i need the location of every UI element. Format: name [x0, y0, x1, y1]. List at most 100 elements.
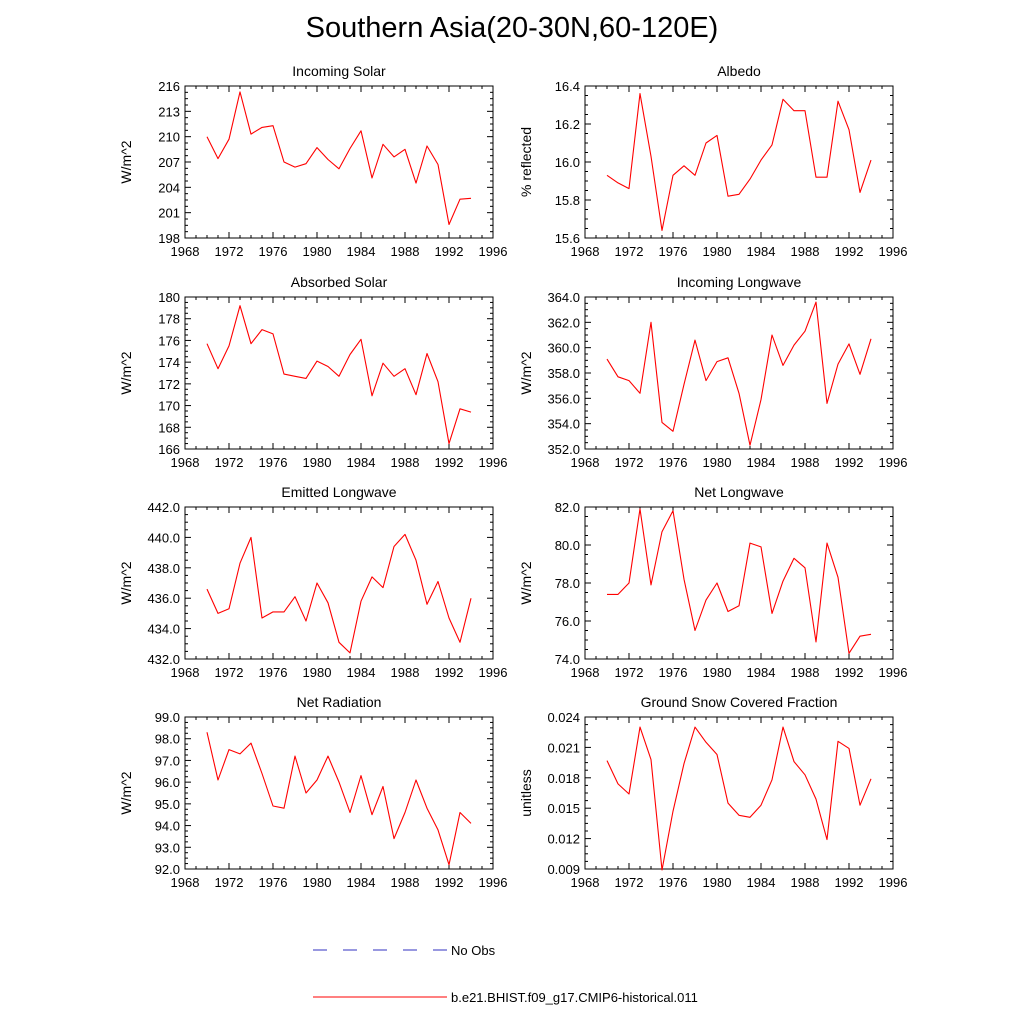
y-tick-label: 0.015 — [547, 801, 580, 816]
y-tick-label: 358.0 — [547, 366, 580, 381]
y-tick-label: 440.0 — [147, 530, 180, 545]
chart-panel-2: Albedo % reflected 1968 1972 1976 1980 1984 198… — [518, 63, 907, 259]
y-tick-label: 356.0 — [547, 391, 580, 406]
y-tick-label: 204 — [158, 180, 180, 195]
x-tick-label: 1972 — [615, 875, 644, 890]
x-tick-label: 1968 — [571, 665, 600, 680]
x-tick-label: 1984 — [347, 244, 376, 259]
y-tick-label: 76.0 — [555, 614, 580, 629]
x-tick-label: 1996 — [879, 875, 908, 890]
x-tick-label: 1976 — [659, 875, 688, 890]
y-tick-label: 360.0 — [547, 341, 580, 356]
x-tick-label: 1988 — [391, 875, 420, 890]
x-tick-label: 1988 — [791, 875, 820, 890]
panel-title: Incoming Longwave — [677, 274, 802, 290]
y-tick-label: 82.0 — [555, 500, 580, 515]
panel-title: Albedo — [717, 63, 761, 79]
x-tick-label: 1980 — [703, 244, 732, 259]
x-tick-label: 1988 — [391, 665, 420, 680]
x-tick-label: 1996 — [479, 665, 508, 680]
y-tick-label: 180 — [158, 290, 180, 305]
x-tick-label: 1980 — [703, 665, 732, 680]
panel-title: Net Longwave — [694, 484, 784, 500]
y-tick-label: 438.0 — [147, 561, 180, 576]
y-tick-label: 442.0 — [147, 500, 180, 515]
x-tick-label: 1992 — [835, 244, 864, 259]
x-tick-label: 1996 — [879, 244, 908, 259]
x-tick-label: 1988 — [791, 665, 820, 680]
y-tick-label: 15.6 — [555, 231, 580, 246]
y-tick-label: 174 — [158, 355, 180, 370]
x-tick-label: 1980 — [303, 665, 332, 680]
y-tick-label: 364.0 — [547, 290, 580, 305]
x-tick-label: 1980 — [703, 455, 732, 470]
series-line-1 — [607, 508, 872, 654]
panel-title: Absorbed Solar — [291, 274, 388, 290]
x-tick-label: 1984 — [747, 665, 776, 680]
y-tick-label: 176 — [158, 333, 180, 348]
x-tick-label: 1988 — [391, 455, 420, 470]
y-axis-label: W/m^2 — [118, 771, 134, 814]
x-tick-label: 1968 — [171, 244, 200, 259]
y-tick-label: 216 — [158, 79, 180, 94]
x-tick-label: 1984 — [747, 875, 776, 890]
y-tick-label: 0.021 — [547, 740, 580, 755]
y-tick-label: 0.012 — [547, 832, 580, 847]
plot-frame — [184, 716, 494, 870]
y-tick-label: 352.0 — [547, 442, 580, 457]
y-axis-label: W/m^2 — [118, 140, 134, 183]
y-axis-label: unitless — [518, 769, 534, 816]
x-tick-label: 1984 — [347, 875, 376, 890]
y-tick-label: 198 — [158, 231, 180, 246]
y-tick-label: 95.0 — [155, 797, 180, 812]
y-axis-label: % reflected — [518, 127, 534, 197]
x-tick-label: 1984 — [747, 455, 776, 470]
legend: No Obs b.e21.BHIST.f09_g17.CMIP6-historic… — [313, 943, 698, 1005]
x-tick-label: 1992 — [435, 665, 464, 680]
x-tick-label: 1980 — [303, 244, 332, 259]
y-tick-label: 92.0 — [155, 862, 180, 877]
x-tick-label: 1996 — [479, 455, 508, 470]
chart-panel-6: Net Longwave W/m^2 1968 1972 1976 1980 1984 198… — [518, 484, 907, 680]
y-tick-label: 96.0 — [155, 775, 180, 790]
series-line-1 — [206, 732, 472, 866]
y-tick-label: 0.009 — [547, 862, 580, 877]
x-tick-label: 1992 — [435, 455, 464, 470]
x-tick-label: 1968 — [571, 455, 600, 470]
y-tick-label: 15.8 — [555, 193, 580, 208]
y-tick-label: 80.0 — [555, 538, 580, 553]
x-tick-label: 1992 — [835, 455, 864, 470]
x-tick-label: 1992 — [435, 875, 464, 890]
plot-frame — [184, 506, 494, 660]
panel-title: Net Radiation — [297, 694, 382, 710]
y-tick-label: 362.0 — [547, 315, 580, 330]
x-tick-label: 1968 — [171, 875, 200, 890]
plot-frame — [584, 296, 894, 450]
x-tick-label: 1996 — [879, 665, 908, 680]
x-tick-label: 1972 — [215, 665, 244, 680]
x-tick-label: 1980 — [303, 455, 332, 470]
y-tick-label: 432.0 — [147, 652, 180, 667]
y-tick-label: 99.0 — [155, 710, 180, 725]
y-axis-label: W/m^2 — [118, 561, 134, 604]
x-tick-label: 1972 — [215, 244, 244, 259]
y-tick-label: 436.0 — [147, 591, 180, 606]
y-tick-label: 74.0 — [555, 652, 580, 667]
x-tick-label: 1992 — [835, 875, 864, 890]
y-tick-label: 98.0 — [155, 732, 180, 747]
x-tick-label: 1976 — [659, 244, 688, 259]
legend-label-2: b.e21.BHIST.f09_g17.CMIP6-historical.011 — [451, 990, 698, 1005]
x-tick-label: 1984 — [747, 244, 776, 259]
x-tick-label: 1976 — [259, 665, 288, 680]
x-tick-label: 1988 — [791, 455, 820, 470]
x-tick-label: 1992 — [435, 244, 464, 259]
x-tick-label: 1996 — [479, 875, 508, 890]
x-tick-label: 1976 — [259, 875, 288, 890]
x-tick-label: 1988 — [791, 244, 820, 259]
y-tick-label: 93.0 — [155, 840, 180, 855]
y-tick-label: 168 — [158, 420, 180, 435]
x-tick-label: 1996 — [479, 244, 508, 259]
figure-title: Southern Asia(20-30N,60-120E) — [305, 12, 719, 44]
x-tick-label: 1992 — [835, 665, 864, 680]
